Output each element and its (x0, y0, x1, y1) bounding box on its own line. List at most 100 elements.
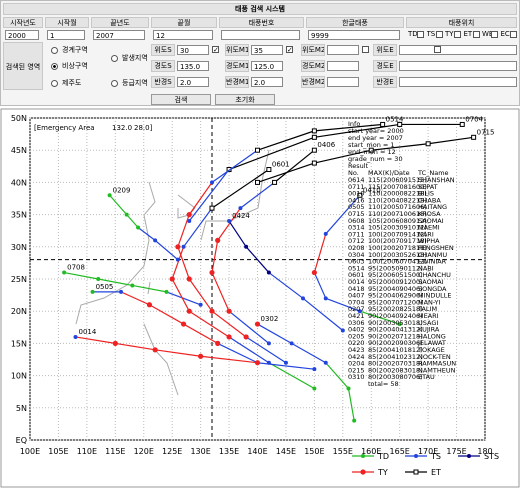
track-point (244, 244, 249, 249)
result-cell: ETAU (418, 373, 435, 381)
track-point (152, 347, 158, 353)
track-point (180, 321, 187, 327)
track-segment (274, 149, 315, 183)
button[interactable]: 검색 (151, 94, 211, 105)
text-input[interactable]: 2000 (5, 30, 39, 40)
result-cell: 95(2005090112) (368, 264, 423, 272)
text-input[interactable] (327, 77, 359, 87)
track-point (209, 269, 215, 276)
checkbox[interactable]: ✓ (212, 46, 219, 53)
result-cell: TALIM (417, 305, 437, 313)
text-input[interactable]: 9999 (308, 30, 400, 40)
track-point (186, 308, 192, 314)
text-input[interactable]: 125.0 (251, 61, 283, 71)
track-label: 0715 (477, 128, 495, 136)
checkbox[interactable] (417, 31, 424, 38)
result-cell: 105(2003091012) (368, 224, 427, 232)
text-input[interactable]: 2.0 (251, 77, 283, 87)
track-segment (177, 246, 190, 280)
checkbox[interactable] (491, 31, 498, 38)
radio[interactable] (51, 63, 58, 70)
result-cell: 0402 (348, 326, 365, 334)
checkbox[interactable] (472, 31, 480, 38)
text-input[interactable]: 30 (177, 45, 209, 55)
track-point (136, 225, 141, 230)
result-cell: 110(2000082218) (368, 190, 427, 198)
field-label: 경도E (373, 60, 397, 72)
info-line: end year = 2007 (348, 134, 403, 142)
track-point (312, 367, 317, 372)
text-input[interactable] (327, 45, 359, 55)
result-cell: NARI (418, 230, 434, 238)
text-input[interactable] (327, 61, 359, 71)
x-tick-label: 155E (333, 447, 353, 456)
track-segment (302, 297, 344, 331)
track-segment (314, 149, 372, 164)
text-input[interactable] (399, 77, 517, 87)
result-cell: 90(2002071218) (368, 332, 423, 340)
text-input[interactable]: 2007 (93, 30, 145, 40)
result-cell: KUJIRA (418, 326, 440, 334)
button[interactable]: 초기화 (215, 94, 275, 105)
text-input[interactable]: 1 (47, 30, 85, 40)
track-segment (359, 310, 400, 325)
checkbox[interactable]: ✓ (286, 46, 293, 53)
track-point (283, 360, 288, 365)
text-input[interactable]: 135.0 (177, 61, 209, 71)
field-label: 경도M2 (301, 60, 325, 72)
track-segment (171, 278, 190, 312)
y-tick-label: 15N (11, 339, 27, 348)
checkbox[interactable] (434, 46, 441, 53)
result-cell: SONGDA (418, 285, 447, 293)
result-cell: 0418 (348, 285, 365, 293)
track-point (186, 212, 192, 218)
result-cell: 115(2006091515) (368, 176, 427, 184)
legend-label: TS (430, 452, 441, 461)
text-input[interactable]: 35 (251, 45, 283, 55)
track-point (301, 296, 305, 301)
radio[interactable] (111, 80, 118, 87)
result-cell: 100(2006070412) (368, 258, 427, 266)
track-segment (211, 149, 258, 183)
radio-label: 발생지역 (122, 54, 148, 62)
info-line: grade_num = 30 (348, 155, 403, 163)
result-cell: 0215 (348, 366, 365, 374)
radio-label: 제주도 (62, 79, 82, 87)
track-point (357, 309, 362, 314)
track-point (227, 219, 232, 224)
result-cell: 100(2007091412) (368, 230, 427, 238)
field-label: 반경S (151, 76, 175, 88)
radio[interactable] (51, 47, 58, 54)
checkbox-label: TS (426, 30, 436, 38)
checkbox[interactable] (509, 31, 517, 38)
track-point (368, 147, 374, 153)
result-cell: 0208 (348, 244, 365, 252)
text-input[interactable] (221, 30, 300, 40)
text-input[interactable] (399, 45, 517, 55)
radio[interactable] (51, 80, 58, 87)
track-point (130, 283, 135, 288)
result-cell: MAN-YI (418, 298, 440, 306)
result-cell: 95(2006051500) (368, 271, 423, 279)
radio[interactable] (111, 55, 118, 62)
track-point (266, 270, 271, 275)
result-cell: SAOMAI (418, 217, 444, 225)
x-tick-label: 105E (48, 447, 68, 456)
result-cell: 95(2002082518) (368, 305, 423, 313)
result-cell: MINDULLE (418, 292, 452, 300)
checkbox[interactable] (435, 31, 443, 38)
checkbox[interactable] (454, 31, 461, 38)
result-cell: USAGI (418, 319, 438, 327)
track-segment (200, 355, 258, 364)
text-input[interactable] (399, 61, 517, 71)
field-label: 위도M2 (301, 44, 325, 56)
text-input[interactable]: 12 (153, 30, 213, 40)
text-input[interactable]: 2.0 (177, 77, 209, 87)
checkbox[interactable] (362, 46, 369, 53)
track-point (169, 276, 175, 282)
track-point (164, 289, 169, 294)
column-header: 시작년도 (3, 17, 43, 28)
result-cell: 0424 (348, 353, 365, 361)
track-point (311, 147, 317, 153)
x-tick-label: 120E (134, 447, 154, 456)
